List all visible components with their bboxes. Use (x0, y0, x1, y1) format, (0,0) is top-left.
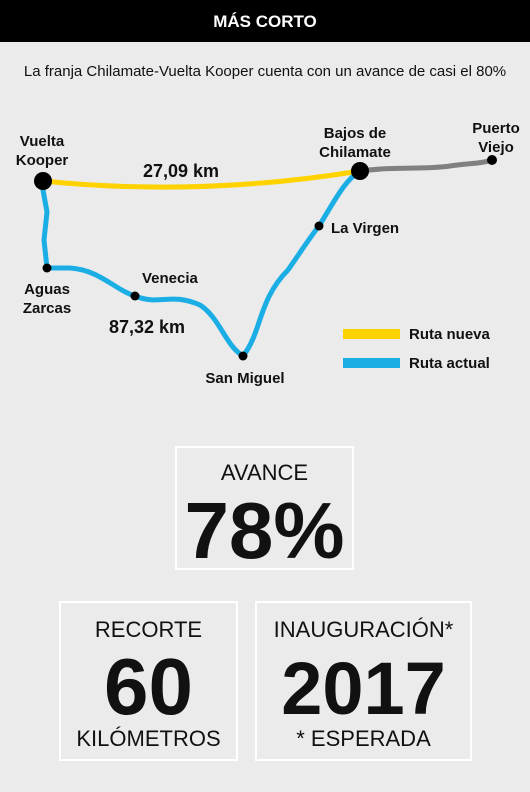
distance-label: 27,09 km (143, 161, 219, 181)
other-road (357, 157, 495, 174)
place-label: Zarcas (23, 300, 71, 317)
place-dot (238, 351, 248, 361)
place-dot (351, 162, 369, 180)
place-label: Chilamate (319, 144, 391, 161)
place-dot (130, 291, 140, 301)
place-label: La Virgen (331, 220, 399, 237)
place-dot (314, 221, 324, 231)
legend-label: Ruta nueva (409, 326, 491, 343)
legend-swatch (343, 329, 400, 339)
stat-note: KILÓMETROS (76, 726, 220, 751)
legend-swatch (343, 358, 400, 368)
place-label: San Miguel (205, 370, 284, 387)
stat-note: * ESPERADA (296, 726, 431, 751)
place-dot (34, 172, 52, 190)
new-route (40, 168, 363, 190)
legend-label: Ruta actual (409, 355, 490, 372)
stat-label: INAUGURACIÓN* (274, 617, 454, 642)
stat-value: 2017 (281, 647, 446, 730)
place-label: Kooper (16, 152, 69, 169)
place-label: Venecia (142, 270, 199, 287)
stat-label: RECORTE (95, 617, 202, 642)
place-label: Vuelta (20, 133, 65, 150)
stat-box (255, 601, 472, 761)
header-title: MÁS CORTO (213, 12, 317, 31)
stat-value: 60 (104, 642, 193, 731)
stat-box (59, 601, 238, 761)
place-label: Bajos de (324, 125, 387, 142)
place-label: Viejo (478, 139, 514, 156)
place-label: Aguas (24, 281, 70, 298)
stat-value: 78% (184, 486, 344, 575)
header-bar (0, 0, 530, 42)
stat-box (175, 446, 354, 570)
current-route (40, 168, 363, 359)
place-label: Puerto (472, 120, 520, 137)
distance-label: 87,32 km (109, 317, 185, 337)
subtitle: La franja Chilamate-Vuelta Kooper cuenta… (24, 63, 506, 80)
place-dot (42, 263, 52, 273)
place-dot (487, 155, 497, 165)
stat-label: AVANCE (221, 460, 308, 485)
